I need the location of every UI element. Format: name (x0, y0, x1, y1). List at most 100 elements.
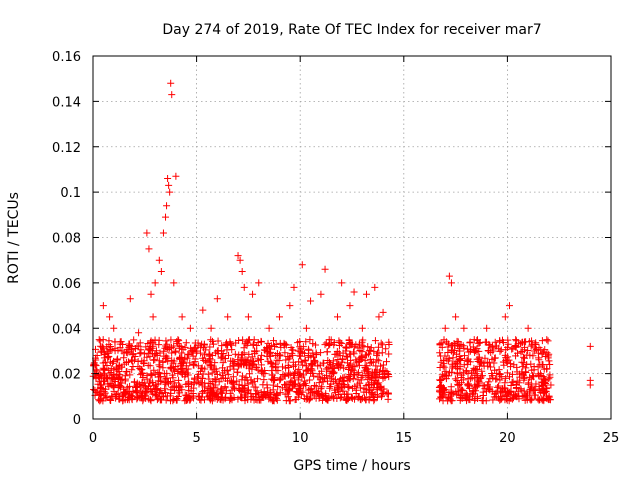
data-point (451, 359, 459, 367)
data-point (207, 324, 215, 332)
data-point (270, 377, 278, 385)
data-point (371, 371, 379, 379)
data-point (108, 392, 116, 400)
data-point (314, 373, 322, 381)
data-point (476, 362, 484, 370)
data-point (501, 379, 509, 387)
data-point (230, 394, 238, 402)
data-point (250, 358, 258, 366)
data-point (541, 375, 549, 383)
data-point (234, 395, 242, 403)
data-point (370, 397, 378, 405)
data-point (207, 380, 215, 388)
data-point (178, 349, 186, 357)
data-point (348, 365, 356, 373)
data-point (483, 324, 491, 332)
data-point (379, 308, 387, 316)
data-point (436, 349, 444, 357)
data-point (354, 358, 362, 366)
data-point (181, 370, 189, 378)
data-point (257, 393, 265, 401)
data-point (302, 324, 310, 332)
data-point (174, 366, 182, 374)
data-point (323, 365, 331, 373)
data-point (126, 371, 134, 379)
data-point (162, 337, 170, 345)
data-point (503, 369, 511, 377)
data-point (121, 375, 129, 383)
data-point (98, 343, 106, 351)
data-point (114, 355, 122, 363)
data-point (143, 229, 151, 237)
data-point (350, 288, 358, 296)
data-point (111, 338, 119, 346)
data-point (441, 324, 449, 332)
data-point (160, 347, 168, 355)
data-point (108, 374, 116, 382)
data-point (253, 387, 261, 395)
data-point (217, 385, 225, 393)
data-point (163, 340, 171, 348)
data-point (123, 383, 131, 391)
data-point (307, 297, 315, 305)
data-point (168, 356, 176, 364)
data-point (245, 336, 253, 344)
data-point (108, 381, 116, 389)
data-point (494, 383, 502, 391)
data-point (384, 395, 392, 403)
data-point (464, 370, 472, 378)
data-point (490, 359, 498, 367)
data-point (118, 379, 126, 387)
data-point (344, 395, 352, 403)
data-point (264, 339, 272, 347)
data-point (149, 338, 157, 346)
data-point (202, 346, 210, 354)
data-point (199, 375, 207, 383)
data-point (457, 385, 465, 393)
data-point (148, 371, 156, 379)
data-point (130, 356, 138, 364)
data-point (249, 341, 257, 349)
data-point (314, 389, 322, 397)
data-point (586, 342, 594, 350)
data-point (99, 302, 107, 310)
data-point (442, 372, 450, 380)
data-point (453, 377, 461, 385)
data-point (126, 295, 134, 303)
data-point (261, 370, 269, 378)
data-point (179, 358, 187, 366)
data-point (244, 380, 252, 388)
data-point (358, 353, 366, 361)
data-point (330, 368, 338, 376)
data-point (439, 362, 447, 370)
data-point (332, 379, 340, 387)
data-point (201, 383, 209, 391)
data-point (345, 336, 353, 344)
data-point (385, 373, 393, 381)
data-point (190, 360, 198, 368)
data-point (267, 395, 275, 403)
data-point (502, 346, 510, 354)
data-point (104, 354, 112, 362)
data-point (491, 338, 499, 346)
data-point (358, 324, 366, 332)
data-point (162, 213, 170, 221)
data-point (275, 313, 283, 321)
data-points (89, 79, 594, 405)
data-point (463, 395, 471, 403)
data-point (437, 382, 445, 390)
data-point (546, 371, 554, 379)
data-point (281, 349, 289, 357)
data-point (296, 381, 304, 389)
data-point (164, 175, 172, 183)
data-point (282, 364, 290, 372)
data-point (478, 367, 486, 375)
data-point (242, 358, 250, 366)
data-point (106, 396, 114, 404)
data-point (309, 340, 317, 348)
y-tick-label: 0.08 (52, 232, 81, 247)
data-point (457, 379, 465, 387)
data-point (303, 366, 311, 374)
data-point (436, 341, 444, 349)
data-point (293, 388, 301, 396)
